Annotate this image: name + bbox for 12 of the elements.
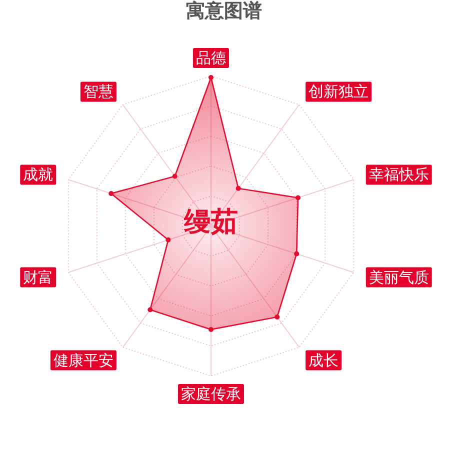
chart-title: 寓意图谱: [186, 0, 262, 22]
category-label: 创新独立: [306, 82, 372, 102]
category-label: 品德: [193, 48, 229, 68]
category-label: 智慧: [80, 82, 116, 102]
category-label: 成就: [20, 164, 56, 185]
category-label: 幸福快乐: [366, 164, 432, 185]
text: 缦茹: [183, 206, 238, 238]
category-label: 健康平安: [50, 350, 116, 370]
category-label: 成长: [306, 350, 342, 370]
category-label: 美丽气质: [366, 267, 432, 288]
category-label: 财富: [20, 267, 56, 288]
category-label: 家庭传承: [178, 384, 244, 404]
